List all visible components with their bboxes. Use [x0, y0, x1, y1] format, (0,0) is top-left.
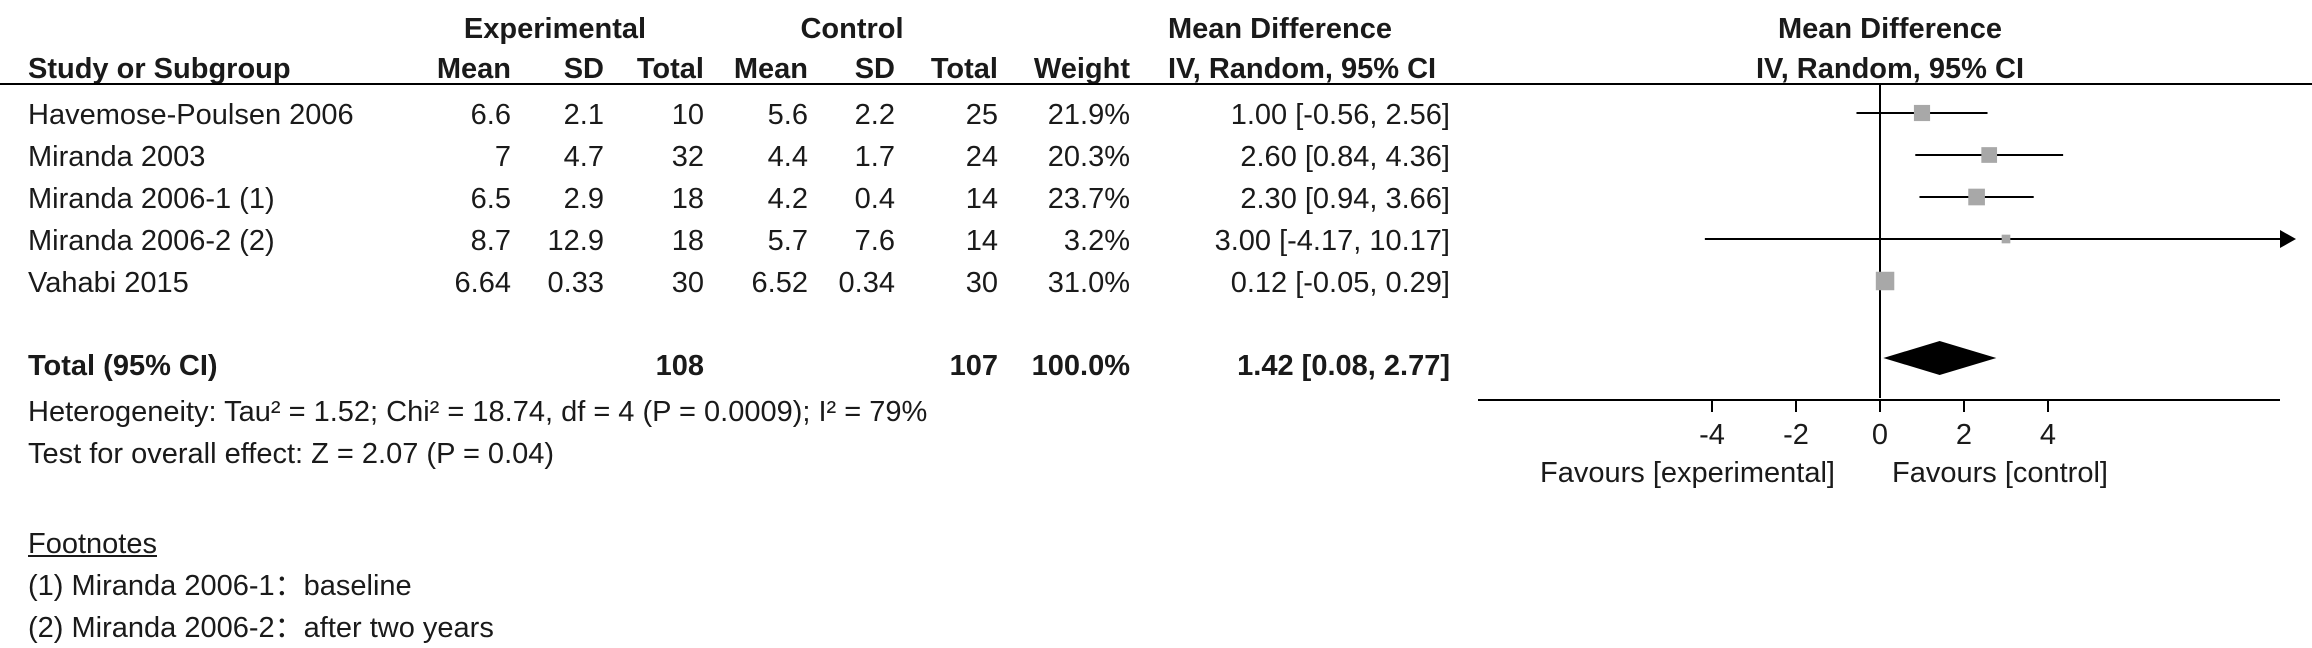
exp-sd: 4.7 [563, 141, 604, 173]
study-ci: 0.12 [-0.05, 0.29] [1230, 267, 1450, 299]
total-ctrl-n: 107 [949, 350, 998, 382]
study-column-header: Study or Subgroup [28, 53, 291, 85]
study-point [1981, 147, 1998, 163]
ctrl-total: 25 [965, 99, 998, 131]
study-weight: 23.7% [1047, 183, 1130, 215]
study-ci: 2.30 [0.94, 3.66] [1240, 183, 1450, 215]
weight-header: Weight [1033, 53, 1130, 85]
study-ci: 1.00 [-0.56, 2.56] [1230, 99, 1450, 131]
x-axis-ticks: -4 -2 0 2 4 [1699, 400, 2056, 451]
ctrl-sd: 1.7 [854, 141, 895, 173]
exp-sd: 2.1 [563, 99, 604, 131]
x-tick-label: 0 [1872, 419, 1888, 451]
total-label: Total (95% CI) [28, 350, 218, 382]
ctrl-sd: 0.4 [854, 183, 895, 215]
plot-title: Mean Difference [1777, 13, 2002, 45]
study-name: Havemose-Poulsen 2006 [28, 99, 354, 131]
ci-arrow [2280, 230, 2296, 248]
exp-total: 32 [671, 141, 704, 173]
favours-right-label: Favours [control] [1892, 457, 2108, 489]
ctrl-mean: 6.52 [751, 267, 808, 299]
exp-total: 18 [671, 183, 704, 215]
exp-total-header: Total [636, 53, 704, 85]
exp-total: 30 [671, 267, 704, 299]
study-weight: 3.2% [1063, 225, 1130, 257]
ctrl-total: 24 [965, 141, 998, 173]
study-point [1875, 271, 1895, 291]
study-point [1913, 104, 1931, 122]
experimental-group-header: Experimental [463, 13, 647, 45]
exp-mean: 6.5 [470, 183, 511, 215]
ctrl-mean-header: Mean [733, 53, 808, 85]
plot-method-header: IV, Random, 95% CI [1755, 53, 2025, 85]
exp-mean: 6.6 [470, 99, 511, 131]
exp-mean: 8.7 [470, 225, 511, 257]
ctrl-mean: 5.7 [767, 225, 808, 257]
footnote-2: (2) Miranda 2006-2：after two years [28, 612, 494, 644]
heterogeneity-text: Heterogeneity: Tau² = 1.52; Chi² = 18.74… [28, 396, 928, 428]
exp-sd: 0.33 [547, 267, 604, 299]
study-weight: 21.9% [1047, 99, 1130, 131]
study-ci: 2.60 [0.84, 4.36] [1240, 141, 1450, 173]
footnote-1: (1) Miranda 2006-1：baseline [28, 570, 412, 602]
study-markers [1704, 104, 2296, 291]
exp-mean-header: Mean [436, 53, 511, 85]
study-point [1968, 188, 1985, 206]
ctrl-sd: 7.6 [854, 225, 895, 257]
total-ci: 1.42 [0.08, 2.77] [1237, 350, 1450, 382]
ctrl-total: 14 [965, 183, 998, 215]
exp-mean: 6.64 [454, 267, 511, 299]
md-method-header: IV, Random, 95% CI [1168, 53, 1437, 85]
x-tick-label: 2 [1956, 419, 1972, 451]
mean-difference-header: Mean Difference [1168, 13, 1393, 45]
ctrl-mean: 4.4 [767, 141, 808, 173]
ctrl-sd: 0.34 [838, 267, 895, 299]
study-name: Vahabi 2015 [28, 267, 189, 299]
study-ci: 3.00 [-4.17, 10.17] [1214, 225, 1450, 257]
x-tick-label: 4 [2040, 419, 2056, 451]
favours-left-label: Favours [experimental] [1540, 457, 1835, 489]
pooled-diamond [1883, 341, 1997, 375]
ctrl-mean: 5.6 [767, 99, 808, 131]
total-exp-n: 108 [655, 350, 704, 382]
control-group-header: Control [800, 13, 904, 45]
exp-sd: 12.9 [547, 225, 604, 257]
study-name: Miranda 2006-2 (2) [28, 225, 275, 257]
exp-mean: 7 [494, 141, 511, 173]
x-tick-label: -4 [1699, 419, 1725, 451]
exp-total: 10 [671, 99, 704, 131]
ctrl-mean: 4.2 [767, 183, 808, 215]
overall-effect-text: Test for overall effect: Z = 2.07 (P = 0… [28, 438, 555, 470]
footnotes-title: Footnotes [28, 528, 157, 560]
ctrl-total: 14 [965, 225, 998, 257]
study-weight: 20.3% [1047, 141, 1130, 173]
study-name: Miranda 2003 [28, 141, 206, 173]
ctrl-sd-header: SD [854, 53, 895, 85]
exp-total: 18 [671, 225, 704, 257]
total-weight: 100.0% [1031, 350, 1130, 382]
study-name: Miranda 2006-1 (1) [28, 183, 275, 215]
ctrl-total-header: Total [930, 53, 998, 85]
ctrl-sd: 2.2 [854, 99, 895, 131]
study-point [2001, 234, 2011, 244]
study-weight: 31.0% [1047, 267, 1130, 299]
x-tick-label: -2 [1783, 419, 1809, 451]
ctrl-total: 30 [965, 267, 998, 299]
exp-sd-header: SD [563, 53, 604, 85]
exp-sd: 2.9 [563, 183, 604, 215]
